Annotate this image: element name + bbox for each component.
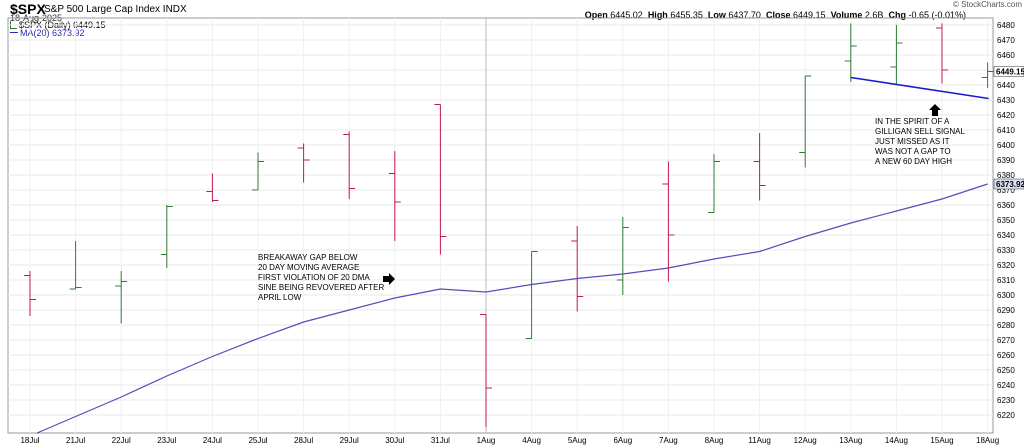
last-price-label: 6449.15 (996, 68, 1024, 77)
low-value: 6437.70 (728, 10, 761, 20)
x-tick-label: 8Aug (705, 436, 724, 445)
open-value: 6445.02 (610, 10, 643, 20)
y-tick-label: 6410 (997, 126, 1015, 135)
y-tick-label: 6240 (997, 381, 1015, 390)
x-tick-label: 15Aug (930, 436, 953, 445)
last-price-label-bg (993, 66, 1024, 77)
x-tick-label: 7Aug (659, 436, 678, 445)
y-tick-label: 6270 (997, 336, 1015, 345)
x-tick-label: 28Jul (294, 436, 313, 445)
plot-frame (7, 17, 994, 434)
high-value: 6455.35 (670, 10, 703, 20)
y-tick-label: 6250 (997, 366, 1015, 375)
y-tick-label: 6440 (997, 81, 1015, 90)
y-tick-label: 6220 (997, 411, 1015, 420)
y-tick-label: 6290 (997, 306, 1015, 315)
ma-value-label-bg (993, 178, 1024, 190)
ma-value-label: 6373.92 (996, 180, 1024, 189)
y-tick-label: 6380 (997, 171, 1015, 180)
x-tick-label: 21Jul (66, 436, 85, 445)
index-name-text: S&P 500 Large Cap Index (44, 4, 161, 15)
y-tick-label: 6230 (997, 396, 1015, 405)
y-tick-label: 6340 (997, 231, 1015, 240)
trendline (850, 76, 989, 100)
ma20-line (36, 183, 988, 434)
close-label: Close (765, 10, 791, 20)
x-tick-label: 24Jul (203, 436, 222, 445)
y-tick-label: 6360 (997, 201, 1015, 210)
chg-value: -0.65 (-0.01%) (908, 10, 966, 20)
x-tick-label: 25Jul (248, 436, 267, 445)
x-tick-label: 23Jul (157, 436, 176, 445)
up-arrow-icon (929, 104, 941, 116)
copyright: © StockCharts.com (952, 0, 1022, 9)
volume-value: 2.6B (864, 10, 884, 20)
volume-label: Volume (830, 10, 863, 20)
ohlc-stats: Open 6445.02 High 6455.35 Low 6437.70 Cl… (585, 10, 966, 20)
y-tick-label: 6260 (997, 351, 1015, 360)
x-tick-label: 14Aug (885, 436, 908, 445)
x-tick-label: 6Aug (613, 436, 632, 445)
index-name: S&P 500 Large Cap Index INDX (44, 4, 187, 15)
legend-ma-text: MA(20) 6373.92 (20, 28, 85, 38)
y-tick-label: 6320 (997, 261, 1015, 270)
y-tick-label: 6470 (997, 36, 1015, 45)
x-tick-label: 5Aug (568, 436, 587, 445)
y-tick-label: 6420 (997, 111, 1015, 120)
open-label: Open (584, 10, 608, 20)
chg-label: Chg (888, 10, 906, 20)
y-tick-label: 6480 (997, 21, 1015, 30)
annotation-gilligan: IN THE SPIRIT OF A GILLIGAN SELL SIGNAL … (875, 117, 965, 166)
y-tick-label: 6310 (997, 276, 1015, 285)
x-tick-label: 18Jul (20, 436, 39, 445)
x-tick-label: 31Jul (431, 436, 450, 445)
ticker-symbol: $SPX (10, 1, 46, 17)
ma-legend-icon (10, 32, 18, 33)
exchange-label: INDX (162, 4, 187, 15)
x-tick-label: 29Jul (340, 436, 359, 445)
y-tick-label: 6390 (997, 156, 1015, 165)
x-tick-label: 22Jul (112, 436, 131, 445)
y-tick-label: 6280 (997, 321, 1015, 330)
y-tick-label: 6330 (997, 246, 1015, 255)
y-tick-label: 6400 (997, 141, 1015, 150)
right-arrow-icon (383, 273, 395, 285)
low-label: Low (707, 10, 726, 20)
y-tick-label: 6350 (997, 216, 1015, 225)
x-tick-label: 1Aug (477, 436, 496, 445)
high-label: High (647, 10, 668, 20)
y-tick-label: 6370 (997, 186, 1015, 195)
x-tick-label: 18Aug (976, 436, 999, 445)
y-tick-label: 6460 (997, 51, 1015, 60)
x-tick-label: 4Aug (522, 436, 541, 445)
x-tick-label: 30Jul (385, 436, 404, 445)
close-value: 6449.15 (793, 10, 826, 20)
x-tick-label: 11Aug (748, 436, 771, 445)
x-tick-label: 13Aug (839, 436, 862, 445)
x-tick-label: 12Aug (794, 436, 817, 445)
legend-ma: MA(20) 6373.92 (10, 28, 85, 38)
y-tick-label: 6300 (997, 291, 1015, 300)
y-tick-label: 6430 (997, 96, 1015, 105)
annotation-breakaway: BREAKAWAY GAP BELOW 20 DAY MOVING AVERAG… (258, 253, 385, 302)
